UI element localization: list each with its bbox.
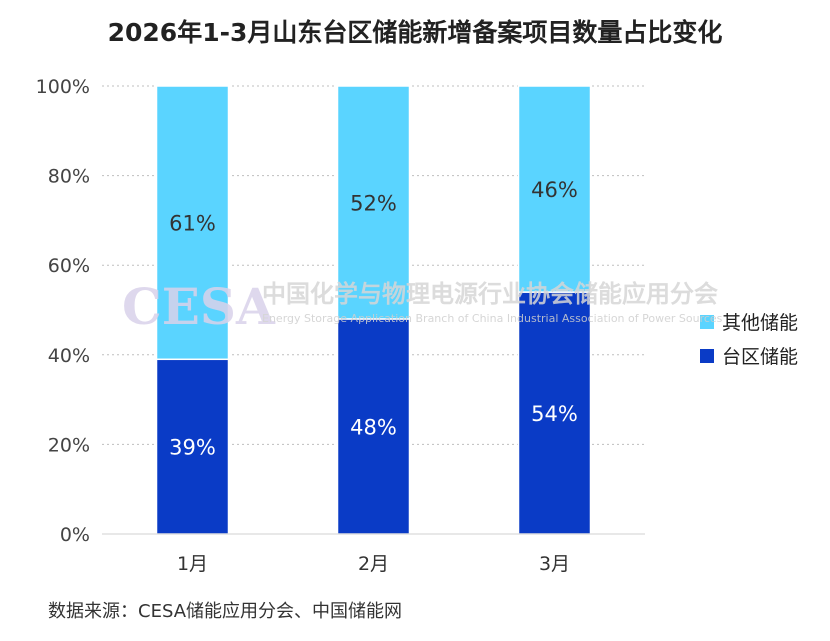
- watermark-name-en: Energy Storage Application Branch of Chi…: [262, 312, 723, 325]
- bar-segment: [336, 85, 411, 320]
- bar-group: [155, 85, 592, 535]
- y-tick-label: 40%: [48, 345, 90, 367]
- data-label: 48%: [350, 415, 397, 439]
- x-tick-label: 3月: [539, 553, 570, 575]
- data-label: 46%: [531, 178, 578, 202]
- x-tick-label: 1月: [177, 553, 208, 575]
- data-label: 39%: [169, 436, 216, 460]
- watermark: CESA 中国化学与物理电源行业协会储能应用分会 Energy Storage …: [122, 277, 723, 336]
- data-label: 61%: [169, 212, 216, 236]
- bar-segment: [517, 85, 592, 293]
- y-tick-label: 0%: [60, 524, 90, 546]
- legend-swatch: [700, 349, 714, 363]
- legend-swatch: [700, 315, 714, 329]
- bar-segment: [336, 318, 411, 535]
- x-tick-label: 2月: [358, 553, 389, 575]
- bar-segment: [155, 358, 230, 535]
- legend-label: 台区储能: [722, 346, 798, 368]
- x-axis-labels: 1月 2月 3月: [177, 553, 570, 575]
- y-tick-label: 80%: [48, 166, 90, 188]
- watermark-name-cn: 中国化学与物理电源行业协会储能应用分会: [262, 280, 718, 308]
- watermark-logo: CESA: [122, 277, 276, 336]
- data-label: 52%: [350, 191, 397, 215]
- bar-segment: [155, 85, 230, 361]
- y-tick-label: 20%: [48, 434, 90, 456]
- y-tick-label: 60%: [48, 255, 90, 277]
- source-note: 数据来源：CESA储能应用分会、中国储能网: [48, 601, 402, 622]
- y-tick-label: 100%: [36, 76, 90, 98]
- legend-label: 其他储能: [722, 312, 798, 334]
- y-axis-ticks: 0% 20% 40% 60% 80% 100%: [36, 76, 90, 546]
- data-labels: 39% 61% 48% 52% 54% 46%: [169, 178, 578, 460]
- data-label: 54%: [531, 402, 578, 426]
- chart-title: 2026年1-3月山东台区储能新增备案项目数量占比变化: [108, 18, 723, 47]
